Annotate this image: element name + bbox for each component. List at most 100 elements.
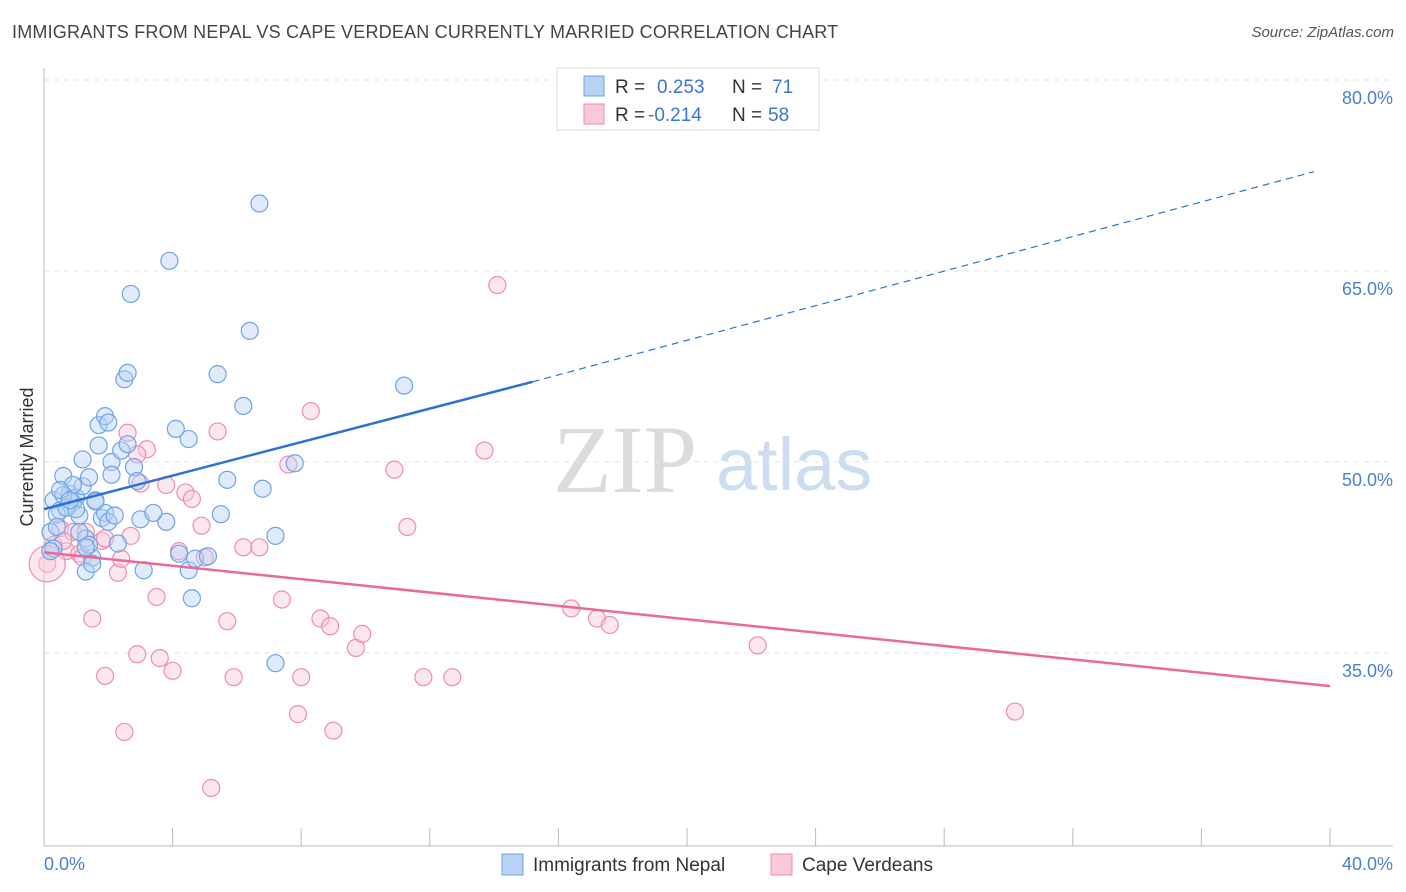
data-point bbox=[600, 615, 619, 635]
chart-title: IMMIGRANTS FROM NEPAL VS CAPE VERDEAN CU… bbox=[12, 22, 839, 42]
legend-r-label-blue: R = bbox=[615, 77, 645, 98]
data-point bbox=[279, 455, 298, 474]
data-point bbox=[83, 554, 102, 573]
legend-n-label-pink: N = bbox=[732, 105, 762, 126]
data-point bbox=[83, 609, 102, 628]
source-label: Source: ZipAtlas.com bbox=[1251, 24, 1394, 41]
data-point bbox=[79, 468, 99, 487]
data-point bbox=[211, 505, 230, 524]
data-point bbox=[124, 457, 144, 477]
legend-n-value-pink: 58 bbox=[768, 105, 789, 126]
data-point bbox=[253, 479, 272, 498]
data-point bbox=[192, 516, 211, 535]
series-legend-swatch-nepal bbox=[501, 853, 524, 876]
data-point bbox=[1005, 702, 1025, 721]
data-point bbox=[115, 722, 134, 742]
data-point bbox=[150, 648, 169, 668]
series-legend-label-nepal: Immigrants from Nepal bbox=[533, 855, 725, 876]
data-point bbox=[157, 512, 176, 531]
data-point bbox=[398, 517, 417, 537]
data-point bbox=[301, 401, 320, 421]
data-point bbox=[108, 563, 128, 582]
watermark: ZIP atlas bbox=[553, 406, 872, 513]
data-point bbox=[748, 636, 767, 655]
data-point bbox=[163, 661, 182, 680]
data-point bbox=[118, 435, 137, 454]
data-point bbox=[95, 666, 115, 686]
data-point bbox=[99, 413, 118, 432]
correlation-legend: R = 0.253 N = 71 R = -0.214 N = 58 bbox=[556, 67, 820, 131]
series-legend-swatch-cape-verdeans bbox=[770, 853, 793, 876]
trend-lines bbox=[43, 171, 1331, 688]
data-point bbox=[218, 612, 237, 631]
data-point bbox=[324, 721, 343, 740]
data-point bbox=[73, 477, 92, 496]
data-point bbox=[105, 506, 124, 525]
y-tick-label: 50.0% bbox=[1342, 470, 1393, 490]
data-point bbox=[108, 534, 128, 553]
y-tick-label: 80.0% bbox=[1342, 88, 1393, 108]
watermark-atlas: atlas bbox=[716, 423, 872, 506]
data-point bbox=[147, 587, 166, 607]
data-point bbox=[266, 526, 285, 545]
data-point bbox=[285, 454, 304, 473]
data-point bbox=[89, 436, 108, 455]
cape-verdeans-points bbox=[28, 275, 1025, 798]
legend-n-label-blue: N = bbox=[732, 77, 762, 98]
data-point bbox=[198, 547, 218, 566]
data-point bbox=[121, 284, 140, 304]
x-tick-label-max: 40.0% bbox=[1342, 854, 1393, 874]
data-point bbox=[488, 275, 507, 295]
trend-line-nepal-extension bbox=[532, 171, 1315, 383]
data-point bbox=[76, 538, 95, 557]
data-point bbox=[234, 538, 253, 557]
data-point bbox=[321, 617, 340, 636]
data-point bbox=[179, 429, 198, 449]
data-point bbox=[70, 522, 89, 542]
legend-n-value-blue: 71 bbox=[772, 77, 793, 98]
data-point bbox=[234, 396, 253, 416]
data-point bbox=[202, 778, 221, 798]
x-tick-label-min: 0.0% bbox=[44, 854, 85, 874]
data-point bbox=[41, 542, 60, 561]
data-point bbox=[311, 609, 330, 628]
x-axis-ticks bbox=[43, 828, 1331, 846]
data-point bbox=[414, 668, 433, 687]
data-point bbox=[166, 419, 185, 438]
data-point bbox=[137, 440, 156, 459]
y-tick-label: 35.0% bbox=[1342, 661, 1393, 681]
data-point bbox=[288, 705, 308, 724]
legend-swatch-blue bbox=[583, 75, 605, 97]
data-point bbox=[394, 376, 414, 395]
data-point bbox=[118, 363, 137, 382]
data-point bbox=[182, 489, 201, 509]
data-point bbox=[144, 503, 163, 523]
y-tick-label: 65.0% bbox=[1342, 279, 1393, 299]
data-point bbox=[385, 460, 404, 479]
data-point bbox=[240, 321, 259, 340]
data-point bbox=[224, 668, 243, 687]
nepal-points bbox=[41, 194, 414, 673]
data-point bbox=[128, 645, 147, 664]
y-tick-labels: 35.0% 50.0% 65.0% 80.0% bbox=[1342, 88, 1393, 681]
gridlines bbox=[44, 79, 1393, 654]
legend-r-value-blue: 0.253 bbox=[657, 77, 705, 98]
data-point bbox=[353, 624, 372, 644]
trend-line-nepal bbox=[43, 380, 533, 511]
data-point bbox=[443, 668, 462, 687]
y-axis-title: Currently Married bbox=[17, 387, 37, 526]
data-point bbox=[208, 365, 227, 384]
data-point bbox=[182, 589, 201, 608]
data-point bbox=[292, 668, 311, 687]
data-point bbox=[218, 470, 237, 489]
series-legend-label-cape-verdeans: Cape Verdeans bbox=[802, 855, 933, 876]
trend-line-cape-verdeans bbox=[43, 551, 1331, 688]
legend-r-value-pink: -0.214 bbox=[648, 105, 702, 126]
data-point bbox=[250, 194, 269, 213]
data-point bbox=[272, 590, 292, 609]
data-point bbox=[250, 538, 269, 557]
legend-swatch-pink bbox=[583, 103, 605, 125]
data-point bbox=[102, 465, 121, 484]
data-point bbox=[169, 544, 189, 563]
